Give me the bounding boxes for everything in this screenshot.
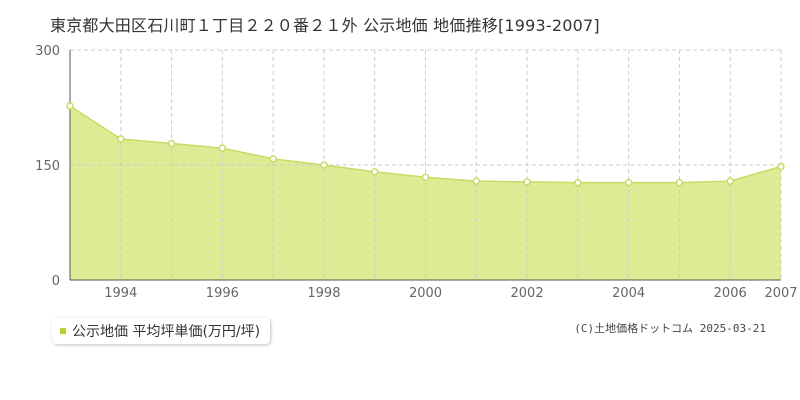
- legend-label: 公示地価 平均坪単価(万円/坪): [72, 324, 261, 340]
- data-point: [574, 178, 582, 187]
- data-point: [269, 155, 277, 163]
- y-tick-label: 300: [35, 44, 60, 59]
- legend: 公示地価 平均坪単価(万円/坪): [52, 318, 271, 344]
- x-tick-label: 2006: [714, 286, 747, 301]
- data-point: [675, 178, 684, 187]
- data-point: [167, 139, 176, 148]
- x-tick-label: 1998: [307, 286, 340, 301]
- y-tick-label: 0: [52, 274, 60, 289]
- x-tick-label: 2004: [612, 286, 645, 301]
- data-point: [523, 178, 531, 186]
- data-point: [320, 161, 328, 169]
- x-tick-label: 1994: [104, 286, 137, 301]
- data-point: [66, 102, 74, 110]
- data-point: [726, 177, 734, 185]
- data-point: [117, 135, 125, 143]
- x-tick-label: 2000: [409, 286, 442, 301]
- copyright-credit: (C)土地価格ドットコム 2025-03-21: [574, 322, 766, 335]
- x-tick-label: 2002: [511, 286, 544, 301]
- data-point: [421, 173, 430, 182]
- data-point: [472, 177, 481, 185]
- chart-title: 東京都大田区石川町１丁目２２０番２１外 公示地価 地価推移[1993-2007]: [50, 16, 600, 35]
- data-point: [370, 168, 379, 176]
- y-tick-label: 150: [35, 159, 60, 174]
- data-point: [777, 162, 785, 171]
- data-point: [624, 178, 633, 187]
- legend-marker-icon: [60, 328, 66, 334]
- x-tick-label: 2007: [764, 286, 797, 301]
- x-tick-label: 1996: [206, 286, 239, 301]
- data-point: [218, 144, 227, 152]
